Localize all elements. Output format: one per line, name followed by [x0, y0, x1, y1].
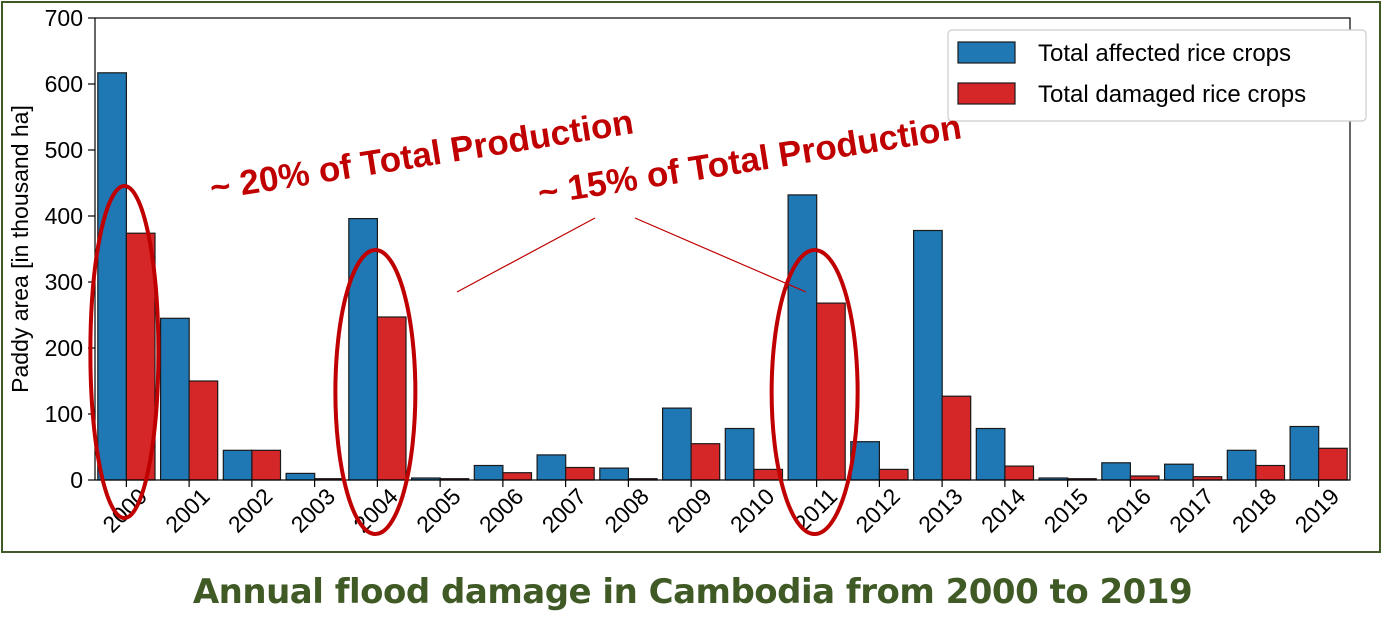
y-tick-label-400: 400: [45, 203, 83, 229]
x-tick-label-2016: 2016: [1101, 483, 1156, 538]
legend-box: [947, 29, 1367, 122]
affected-bar-2012: [850, 441, 880, 481]
y-tick-label-200: 200: [45, 335, 83, 361]
affected-bar-2013: [912, 229, 943, 481]
x-tick-label-2019: 2019: [1290, 483, 1345, 538]
figure-caption: Annual flood damage in Cambodia from 200…: [192, 572, 1193, 612]
damaged-bar-2009: [690, 443, 721, 481]
highlight-ellipse-2011: [769, 248, 860, 536]
damaged-bar-2011: [815, 302, 846, 481]
y-tick-label-100: 100: [45, 401, 83, 427]
y-tick-label-500: 500: [45, 137, 83, 163]
damaged-bar-2002: [251, 449, 282, 481]
damaged-bar-2001: [188, 380, 219, 481]
y-tick-label-600: 600: [45, 71, 83, 97]
damaged-bar-2000: [125, 232, 156, 481]
affected-bar-2014: [975, 427, 1006, 481]
affected-bar-2000: [97, 72, 128, 481]
highlight-ellipse-2000: [88, 184, 161, 520]
damaged-bar-2006: [502, 472, 533, 481]
legend-label-1: Total damaged rice crops: [1038, 81, 1306, 108]
y-axis-label: Paddy area [in thousand ha]: [7, 105, 33, 393]
x-tick-label-2018: 2018: [1227, 483, 1282, 538]
damaged-bar-2012: [878, 468, 909, 481]
affected-bar-2003: [285, 472, 316, 481]
affected-bar-2001: [160, 317, 190, 481]
y-tick-label-300: 300: [45, 269, 83, 295]
x-tick-label-2014: 2014: [976, 483, 1031, 538]
affected-bar-2010: [724, 427, 755, 481]
figure-frame: [1, 1, 1381, 553]
affected-bar-2007: [536, 454, 567, 481]
x-tick-label-2004: 2004: [348, 483, 403, 538]
legend-swatch-1: [957, 82, 1016, 105]
damaged-bar-2004: [376, 316, 407, 481]
affected-bar-2018: [1226, 449, 1257, 481]
x-tick-label-2015: 2015: [1039, 483, 1094, 538]
leader-line-2004: [456, 217, 596, 293]
legend-swatch-0: [957, 41, 1016, 64]
x-tick-label-2011: 2011: [789, 483, 842, 536]
highlight-ellipse-2004: [333, 248, 418, 536]
x-tick-label-2009: 2009: [662, 483, 717, 538]
x-tick-label-2012: 2012: [850, 483, 905, 538]
bar-chart: 0 100 200 300 400 500 600 700 Paddy area [in tho…: [7, 5, 1367, 538]
damaged-bar-2019: [1317, 447, 1348, 481]
x-tick-label-2002: 2002: [223, 483, 278, 538]
x-tick-label-2001: 2001: [160, 483, 215, 538]
legend-label-0: Total affected rice crops: [1038, 40, 1291, 67]
plot-area-border: [94, 17, 1351, 481]
x-tick-label-2006: 2006: [474, 483, 529, 538]
affected-bar-2009: [661, 407, 692, 481]
affected-bar-2016: [1101, 462, 1132, 481]
affected-bar-2017: [1163, 463, 1194, 481]
x-tick-label-2007: 2007: [537, 483, 592, 538]
x-tick-label-2017: 2017: [1164, 483, 1219, 538]
affected-bar-2019: [1289, 425, 1320, 481]
damaged-bar-2013: [941, 395, 972, 481]
y-tick-label-700: 700: [45, 5, 83, 31]
x-tick-label-2008: 2008: [599, 483, 654, 538]
x-tick-label-2005: 2005: [411, 483, 466, 538]
affected-bar-2002: [222, 449, 253, 481]
damaged-bar-2007: [564, 466, 595, 481]
affected-bar-2006: [473, 464, 504, 481]
x-tick-label-2003: 2003: [286, 483, 341, 538]
damaged-bar-2014: [1004, 465, 1035, 481]
x-tick-label-2013: 2013: [913, 483, 968, 538]
x-tick-label-2010: 2010: [725, 483, 780, 538]
affected-bar-2011: [787, 194, 818, 481]
damaged-bar-2018: [1255, 464, 1286, 481]
leader-line-2011: [634, 217, 807, 293]
affected-bar-2008: [599, 467, 629, 481]
y-tick-label-0: 0: [70, 467, 83, 493]
